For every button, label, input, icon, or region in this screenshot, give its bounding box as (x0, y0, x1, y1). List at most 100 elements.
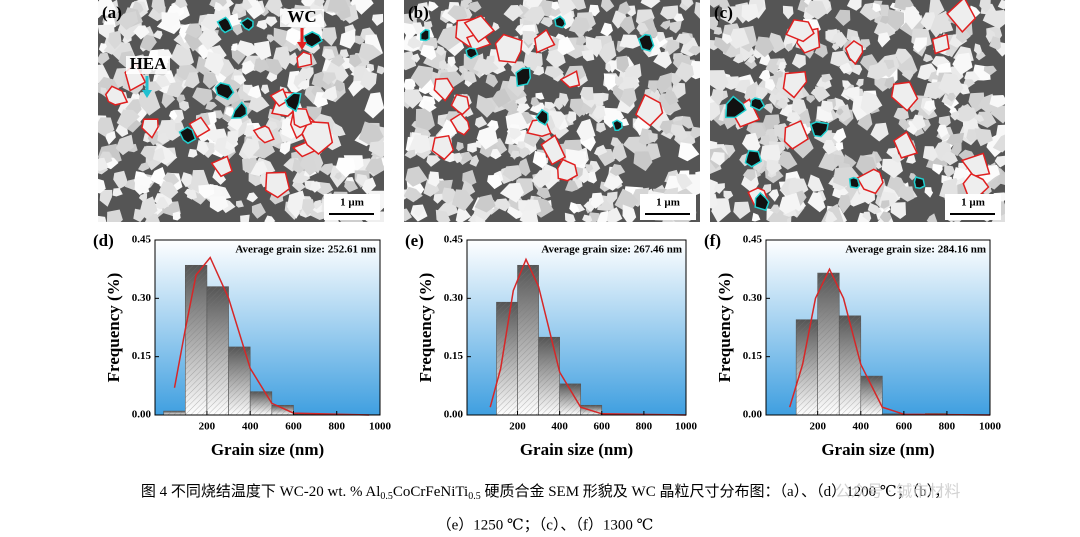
grain (486, 120, 499, 131)
grain (404, 22, 417, 40)
panel-label: (e) (405, 231, 424, 250)
grain (925, 188, 934, 198)
grain (923, 100, 935, 112)
grain (614, 188, 639, 214)
grain (100, 87, 107, 95)
grain (723, 190, 734, 200)
grain (805, 0, 828, 20)
bar-hatch (185, 265, 207, 415)
grain (678, 142, 700, 162)
hea-phase (284, 92, 302, 113)
grain (510, 150, 520, 158)
grain (944, 164, 956, 178)
grain (152, 30, 163, 40)
grain (755, 86, 768, 100)
grain (198, 29, 222, 51)
grain (491, 22, 500, 31)
grain (585, 36, 602, 58)
grain (287, 190, 307, 215)
hea-phase (749, 97, 766, 112)
grain (436, 25, 462, 51)
wc-grain (264, 171, 291, 199)
grain (209, 196, 229, 213)
grain (544, 101, 556, 110)
hea-phase (214, 82, 235, 101)
grain (98, 178, 106, 194)
x-tick-label: 1000 (979, 421, 1002, 433)
grain (713, 26, 723, 35)
grain (176, 64, 200, 81)
grain (404, 186, 423, 203)
grain (832, 186, 849, 199)
grain (309, 181, 320, 192)
grain (133, 25, 150, 40)
grain (241, 60, 257, 75)
grain (675, 173, 693, 190)
grain (138, 193, 148, 203)
grain (806, 94, 816, 104)
grain (236, 200, 244, 208)
grain (411, 6, 423, 19)
grain (350, 0, 374, 15)
x-tick-label: 200 (509, 421, 526, 433)
grain (324, 61, 349, 88)
grain (842, 80, 851, 90)
grain (950, 142, 962, 157)
grain (603, 107, 625, 128)
grain (612, 10, 628, 29)
grain (335, 157, 356, 178)
grain (675, 33, 692, 45)
grain (997, 0, 1005, 10)
grain (243, 162, 252, 173)
annotation-bg (280, 9, 324, 27)
grain (314, 0, 325, 7)
bar-hatch (796, 319, 818, 415)
grain (821, 73, 833, 83)
grain (648, 132, 658, 143)
wc-grain (634, 93, 664, 127)
grain (911, 114, 926, 131)
hea-phase (848, 176, 861, 189)
grain (174, 0, 188, 9)
grain (581, 49, 595, 62)
grain (985, 28, 996, 44)
grain (758, 134, 771, 147)
grain (937, 124, 949, 138)
grain (931, 56, 950, 70)
fit-curve (788, 267, 991, 416)
hea-phase (465, 47, 479, 60)
grain (822, 140, 838, 155)
grain (895, 48, 912, 65)
grain (112, 188, 123, 197)
wc-grain (450, 93, 471, 116)
grain (181, 172, 194, 188)
hea-phase (535, 108, 549, 126)
grain (293, 182, 306, 192)
grain (502, 165, 522, 182)
grain (759, 144, 782, 165)
grain (503, 5, 524, 22)
wc-grain (210, 155, 233, 178)
sem-image (404, 0, 700, 222)
grain (903, 6, 922, 30)
wc-grain (960, 152, 991, 178)
wc-grain (931, 33, 950, 55)
grain (962, 121, 970, 132)
grain (596, 122, 607, 133)
grain (152, 147, 165, 162)
grain (590, 192, 604, 209)
grain (440, 119, 458, 138)
x-tick-label: 400 (242, 421, 259, 433)
grain (909, 172, 917, 181)
grain (536, 187, 551, 199)
grain (214, 1, 225, 12)
grain (368, 140, 384, 157)
bar-hatch (817, 273, 840, 415)
grain (364, 92, 384, 119)
grain (950, 111, 959, 121)
bar-hatch (163, 411, 186, 415)
bar-hatch (882, 413, 904, 415)
grain (185, 23, 203, 39)
grain (427, 1, 439, 12)
